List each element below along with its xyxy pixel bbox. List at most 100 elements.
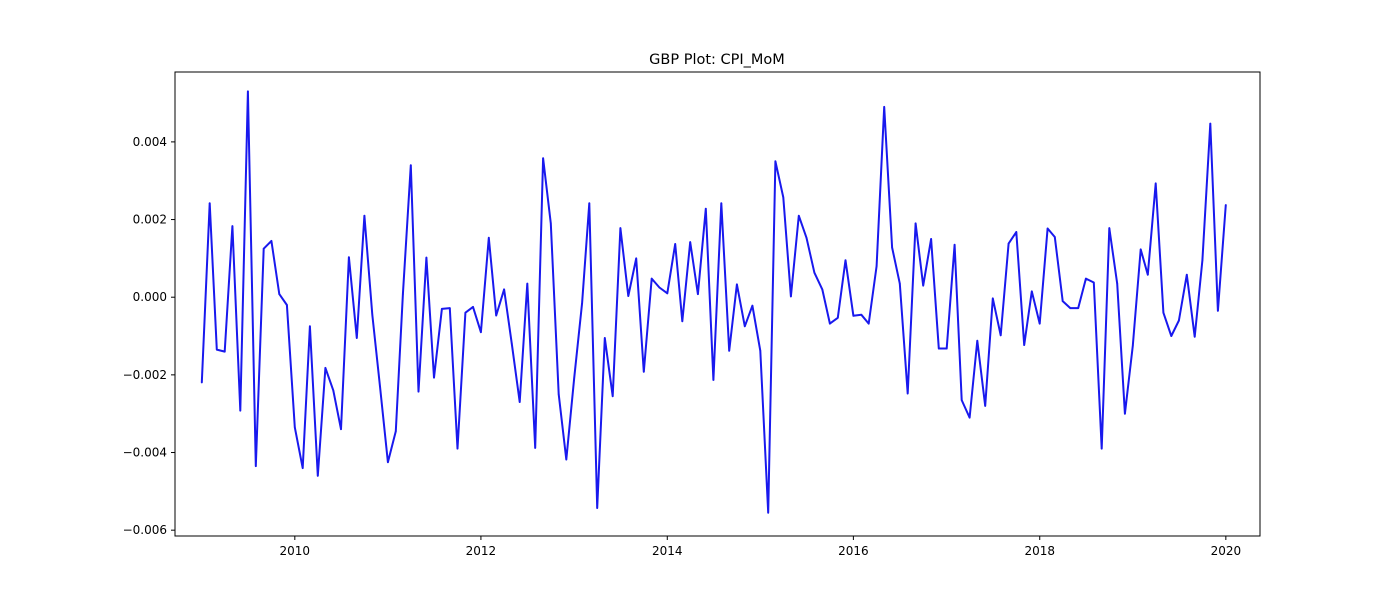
x-tick-label: 2018 [1024, 544, 1055, 558]
data-point [1007, 242, 1010, 245]
data-point [208, 202, 211, 205]
data-point [526, 282, 529, 285]
data-point [1162, 311, 1165, 314]
data-point [332, 389, 335, 392]
data-point [914, 222, 917, 225]
data-point [992, 297, 994, 300]
data-point [549, 222, 552, 225]
data-point [837, 316, 839, 319]
data-point [270, 240, 273, 242]
plot-area-frame [174, 71, 1261, 537]
data-point [643, 370, 645, 373]
data-point [1053, 236, 1056, 238]
data-point [1015, 231, 1018, 233]
data-point [1147, 273, 1149, 276]
data-point [216, 348, 218, 351]
data-point [906, 392, 909, 395]
data-point [767, 511, 770, 514]
data-point [650, 277, 653, 280]
data-point [945, 347, 948, 350]
data-point [759, 349, 762, 352]
data-point [557, 393, 560, 396]
data-point [1092, 281, 1095, 284]
data-point [1124, 412, 1126, 415]
data-point [736, 283, 738, 286]
data-point [867, 322, 870, 325]
data-point [495, 314, 498, 317]
data-point [930, 238, 932, 240]
data-point [805, 236, 808, 239]
chart-title: GBP Plot: CPI_MoM [649, 52, 785, 68]
data-point [1116, 282, 1119, 285]
data-point [456, 447, 459, 450]
data-point [619, 227, 622, 229]
data-point [999, 334, 1002, 337]
data-point [937, 347, 940, 350]
data-point [774, 160, 777, 163]
data-point [340, 428, 342, 431]
data-points [200, 90, 1227, 514]
data-point [743, 325, 746, 328]
data-point [898, 282, 901, 285]
data-point [984, 405, 986, 407]
data-point [968, 416, 971, 419]
data-point [324, 367, 327, 369]
data-point [852, 315, 855, 317]
data-point [712, 379, 715, 381]
data-point [355, 337, 358, 339]
data-point [1225, 203, 1227, 206]
data-point [844, 259, 847, 262]
data-point [875, 265, 878, 267]
data-point [573, 377, 576, 379]
data-point [387, 461, 389, 464]
data-point [922, 284, 925, 287]
x-tick-label: 2012 [466, 544, 497, 558]
y-tick-label: 0.002 [133, 213, 167, 227]
data-point [1170, 335, 1173, 337]
data-point [464, 311, 467, 314]
data-point [960, 399, 963, 401]
data-point [813, 271, 816, 274]
data-point [1046, 227, 1049, 230]
data-point [728, 349, 731, 352]
data-point [666, 292, 669, 295]
data-point [1077, 307, 1080, 309]
data-point [798, 214, 800, 217]
data-point [976, 339, 979, 342]
x-tick-label: 2020 [1211, 544, 1242, 558]
x-axis: 2010 2012 2014 2016 2018 2020 [280, 536, 1242, 558]
data-point [1178, 319, 1180, 322]
data-point [1201, 259, 1204, 262]
cpi-mom-series-line [200, 90, 1227, 514]
data-point [611, 395, 614, 398]
data-point [239, 409, 242, 412]
data-point [223, 350, 226, 353]
data-point [294, 426, 296, 429]
data-point [1038, 322, 1041, 325]
y-tick-label: 0.004 [133, 135, 167, 149]
data-point [596, 507, 598, 509]
data-point [674, 243, 676, 245]
x-tick-label: 2016 [838, 544, 869, 558]
data-point [565, 458, 568, 461]
data-point [1069, 307, 1072, 309]
x-tick-label: 2010 [280, 544, 311, 558]
data-point [1031, 290, 1033, 293]
data-point [1193, 336, 1196, 338]
data-point [782, 196, 785, 199]
data-point [200, 381, 203, 384]
data-point [604, 337, 606, 339]
data-point [1154, 182, 1157, 185]
data-point [534, 447, 537, 449]
data-point [410, 164, 412, 166]
data-point [953, 243, 956, 246]
data-point [255, 465, 257, 467]
data-point [371, 313, 374, 316]
data-point [658, 286, 661, 289]
y-tick-label: −0.006 [123, 523, 167, 537]
data-point [379, 385, 381, 388]
data-point [829, 322, 831, 325]
data-point [1186, 273, 1188, 276]
data-point [441, 308, 443, 310]
